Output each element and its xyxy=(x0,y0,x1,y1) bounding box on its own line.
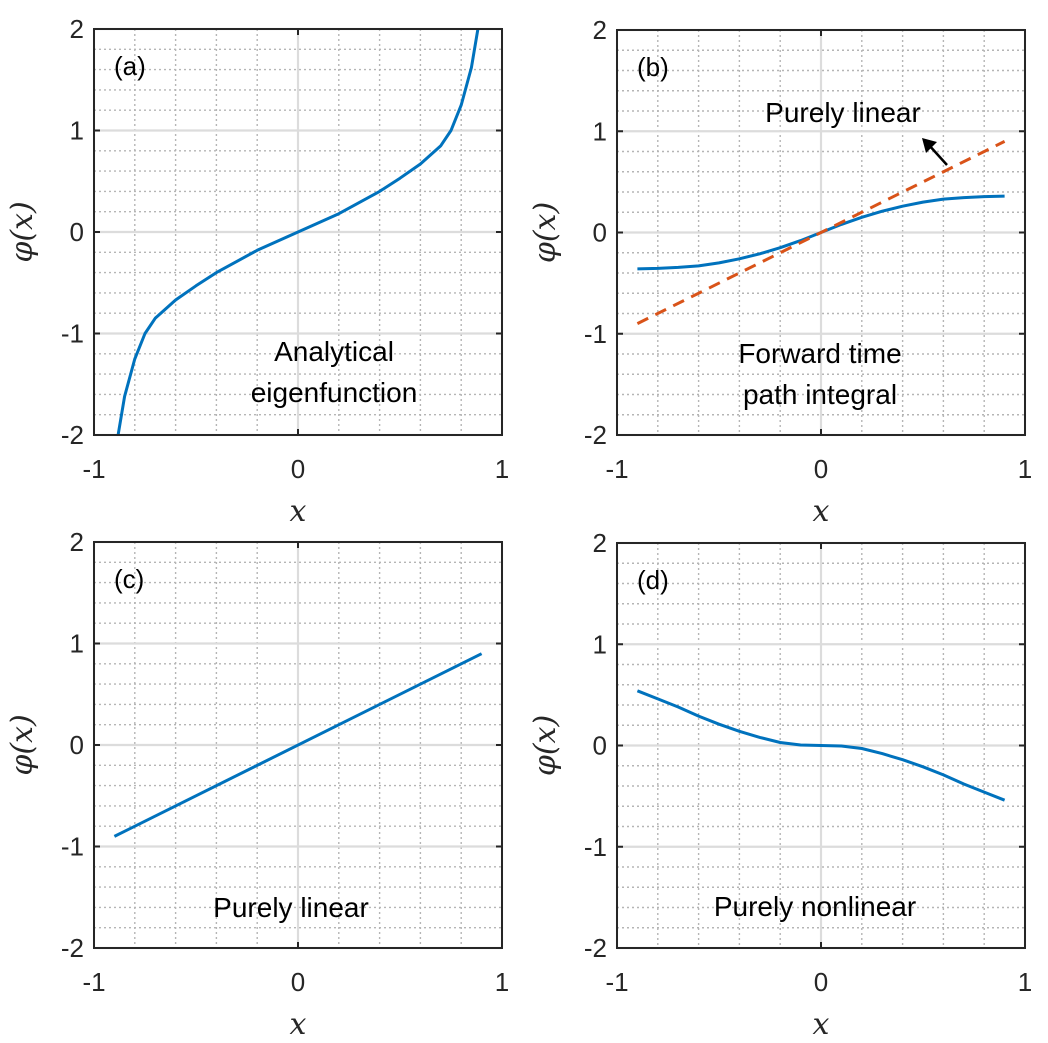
y-tick-label: -1 xyxy=(61,319,84,349)
panel-annotation: Forward time xyxy=(738,338,901,369)
x-tick-label: -1 xyxy=(605,454,628,484)
x-tick-label: 0 xyxy=(814,454,828,484)
series-group xyxy=(636,689,1006,802)
x-tick-label: -1 xyxy=(605,967,628,997)
series-group xyxy=(636,140,1006,325)
series-line xyxy=(116,29,480,435)
panel-annotation: Purely linear xyxy=(213,892,369,923)
y-tick-label: -1 xyxy=(584,319,607,349)
y-tick-label: -2 xyxy=(61,933,84,963)
y-tick-label: 1 xyxy=(70,629,84,659)
x-tick-label: 0 xyxy=(291,967,305,997)
x-axis-label: x xyxy=(813,1007,830,1042)
y-tick-label: 1 xyxy=(593,629,607,659)
x-axis-label: x xyxy=(813,494,830,529)
panel-label: (b) xyxy=(637,52,669,82)
y-tick-label: -2 xyxy=(584,933,607,963)
x-tick-label: 1 xyxy=(495,967,509,997)
x-tick-label: -1 xyxy=(82,454,105,484)
minor-grid xyxy=(617,30,1025,435)
y-tick-label: 2 xyxy=(70,14,84,44)
x-tick-label: -1 xyxy=(82,967,105,997)
series-group xyxy=(116,29,480,435)
arrow-label: Purely linear xyxy=(765,97,921,128)
minor-grid xyxy=(617,543,1025,948)
y-tick-label: -1 xyxy=(584,832,607,862)
y-tick-label: 2 xyxy=(593,15,607,45)
series-group xyxy=(113,652,483,838)
y-tick-label: 1 xyxy=(70,116,84,146)
panel-c: -1 0 1 -2 -1 0 1 2 x φ(x) (c) Purely linear xyxy=(5,527,509,1042)
panel-label: (a) xyxy=(114,51,146,81)
y-axis-label: φ(x) xyxy=(528,715,563,776)
y-tick-label: 0 xyxy=(593,731,607,761)
arrow-head xyxy=(922,138,937,153)
y-tick-label: 0 xyxy=(593,218,607,248)
x-axis-label: x xyxy=(290,1007,307,1042)
series-line xyxy=(113,652,483,838)
panel-annotation: path integral xyxy=(743,379,897,410)
panel-label: (c) xyxy=(114,564,144,594)
x-tick-label: 0 xyxy=(814,967,828,997)
y-axis-label: φ(x) xyxy=(5,201,40,262)
y-tick-label: 2 xyxy=(70,527,84,557)
x-tick-label: 0 xyxy=(291,454,305,484)
panel-b: -1 0 1 -2 -1 0 1 2 x φ(x) (b) Forward time path inte… xyxy=(528,15,1032,529)
x-tick-label: 1 xyxy=(1018,454,1032,484)
y-tick-label: 2 xyxy=(593,528,607,558)
series-line xyxy=(636,689,1006,802)
y-tick-label: 0 xyxy=(70,730,84,760)
x-tick-label: 1 xyxy=(1018,967,1032,997)
y-tick-label: 0 xyxy=(70,217,84,247)
panel-annotation: eigenfunction xyxy=(251,377,418,408)
series-line-dashed xyxy=(636,140,1006,325)
y-tick-label: -1 xyxy=(61,832,84,862)
y-tick-label: -2 xyxy=(61,420,84,450)
y-tick-label: 1 xyxy=(593,116,607,146)
x-axis-label: x xyxy=(290,494,307,529)
y-axis-label: φ(x) xyxy=(528,202,563,263)
minor-grid xyxy=(94,542,502,948)
y-tick-label: -2 xyxy=(584,420,607,450)
x-tick-label: 1 xyxy=(495,454,509,484)
panel-annotation: Analytical xyxy=(274,336,394,367)
y-axis-label: φ(x) xyxy=(5,714,40,775)
panel-label: (d) xyxy=(637,565,669,595)
panel-d: -1 0 1 -2 -1 0 1 2 x φ(x) (d) Purely nonlinear xyxy=(528,528,1032,1042)
panel-annotation: Purely nonlinear xyxy=(714,891,916,922)
panel-a: -1 0 1 -2 -1 0 1 2 x φ(x) (a) Analytical eigenfuncti… xyxy=(5,14,509,529)
